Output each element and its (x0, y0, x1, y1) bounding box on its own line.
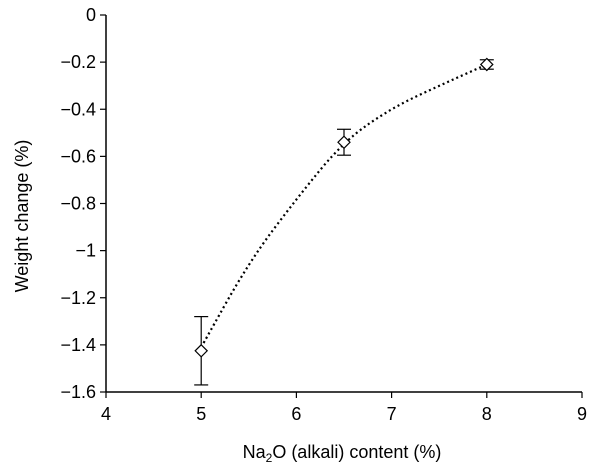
trendline (200, 63, 488, 348)
y-tick-label: 0 (86, 5, 96, 25)
y-tick-label: −1.2 (60, 288, 96, 308)
x-axis-label-part-2: O (alkali) content (%) (272, 442, 441, 462)
y-tick-label: −0.8 (60, 194, 96, 214)
diamond-marker (194, 343, 209, 358)
diamond-marker (479, 57, 494, 72)
y-tick-label: −0.2 (60, 52, 96, 72)
data-points (194, 57, 494, 386)
ticks: 4 5 6 7 8 9 0 −0.2 −0.4 −0.6 −0.8 −1 −1.2 −1.4 −1.6 (60, 5, 587, 424)
x-tick-label: 9 (577, 404, 587, 424)
x-tick-label: 8 (482, 404, 492, 424)
x-axis-label-subscript: 2 (266, 451, 273, 465)
y-axis-label: Weight change (%) (12, 140, 32, 293)
y-tick-label: −1.6 (60, 382, 96, 402)
y-tick-label: −1.4 (60, 335, 96, 355)
data-point (194, 316, 209, 386)
axes (105, 15, 582, 393)
trendline-path (200, 63, 488, 348)
x-tick-label: 4 (101, 404, 111, 424)
y-tick-label: −0.4 (60, 99, 96, 119)
y-tick-label: −1 (75, 241, 96, 261)
data-point (479, 57, 494, 72)
x-axis-label: Na2O (alkali) content (%) (243, 442, 442, 465)
y-tick-label: −0.6 (60, 146, 96, 166)
x-tick-label: 7 (387, 404, 397, 424)
x-tick-label: 6 (291, 404, 301, 424)
diamond-marker (337, 135, 351, 150)
data-point (337, 128, 351, 156)
x-axis-label-part-1: Na (243, 442, 267, 462)
x-tick-label: 5 (196, 404, 206, 424)
